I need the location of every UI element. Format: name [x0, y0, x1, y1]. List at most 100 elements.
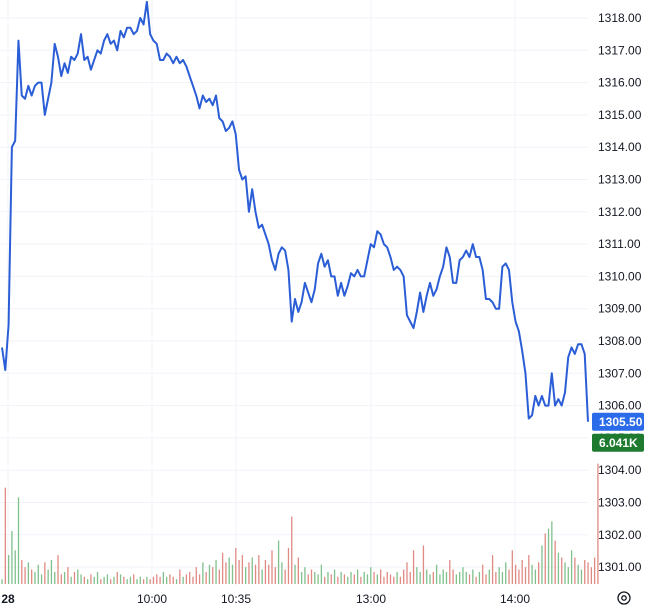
volume-bar	[258, 555, 260, 584]
volume-bar	[514, 564, 517, 584]
volume-bar	[152, 576, 155, 584]
volume-bar	[353, 574, 355, 584]
volume-bar	[366, 574, 369, 584]
volume-bar	[491, 555, 494, 584]
volume-bar	[4, 487, 6, 584]
volume-bar	[314, 571, 316, 584]
volume-bar	[1, 579, 3, 584]
x-tick-label: 13:00	[356, 592, 386, 606]
volume-bar	[518, 569, 520, 584]
volume-bar	[432, 571, 434, 584]
volume-bar	[60, 574, 62, 584]
volume-bar	[396, 571, 398, 584]
volume-bar	[123, 576, 125, 584]
settings-gear-icon[interactable]	[617, 591, 631, 605]
volume-bar	[472, 569, 474, 584]
volume-bar	[445, 571, 448, 584]
volume-bar	[435, 564, 438, 584]
volume-bar	[297, 557, 299, 584]
volume-bar	[241, 555, 244, 584]
volume-bar	[429, 574, 431, 584]
y-tick-label: 1311.00	[598, 237, 641, 251]
volume-bar	[218, 569, 220, 584]
x-axis[interactable]: 28 10:00 10:35 13:00 14:00	[1, 592, 530, 606]
y-axis[interactable]: 1318.00 1317.00 1316.00 1315.00 1314.00 1313.…	[598, 11, 642, 574]
volume-bar	[501, 571, 504, 584]
volume-bar	[406, 562, 408, 584]
y-tick-label: 1303.00	[598, 496, 642, 510]
volume-bar	[317, 574, 319, 584]
volume-bar	[254, 564, 257, 584]
volume-bar	[281, 562, 283, 584]
volume-bar	[330, 574, 332, 584]
last-price-label: 1305.50	[599, 415, 643, 429]
volume-bar	[422, 545, 425, 584]
volume-bar	[225, 562, 227, 584]
volume-bar	[538, 562, 540, 584]
volume-bar	[320, 564, 323, 584]
volume-bar	[185, 574, 188, 584]
volume-bar	[528, 555, 530, 584]
volume-bar	[561, 557, 563, 584]
y-tick-label: 1318.00	[598, 11, 642, 25]
volume-bar	[294, 564, 296, 584]
volume-bar	[300, 571, 303, 584]
volume-bar	[505, 562, 507, 584]
volume-bar	[442, 569, 444, 584]
x-tick-label: 14:00	[500, 592, 530, 606]
y-tick-label: 1312.00	[598, 205, 642, 219]
volume-bar	[324, 576, 326, 584]
volume-bar	[452, 569, 454, 584]
volume-bar	[192, 576, 194, 584]
x-tick-label: 10:00	[137, 592, 167, 606]
volume-bar	[409, 571, 411, 584]
volume-bar	[57, 555, 59, 584]
volume-bar	[340, 571, 342, 584]
volume-bar	[215, 559, 217, 584]
volume-bar	[264, 559, 267, 584]
volume-bar	[360, 576, 362, 584]
volume-bars	[1, 463, 599, 584]
volume-bar	[162, 571, 165, 584]
volume-bar	[485, 574, 487, 584]
y-tick-label: 1316.00	[598, 76, 642, 90]
volume-bar	[116, 571, 118, 584]
volume-bar	[189, 571, 191, 584]
volume-bar	[235, 547, 237, 584]
volume-bar	[587, 562, 589, 584]
volume-bar	[44, 562, 46, 584]
volume-bar	[498, 567, 500, 584]
volume-bar	[103, 576, 105, 584]
volume-bar	[593, 557, 596, 584]
volume-bar	[284, 569, 286, 584]
volume-bar	[574, 557, 576, 584]
volume-bar	[96, 571, 99, 584]
volume-bar	[580, 569, 583, 584]
volume-bar	[119, 574, 122, 584]
y-tick-label: 1304.00	[598, 463, 642, 477]
volume-bar	[567, 567, 569, 584]
volume-bar	[570, 550, 573, 584]
volume-bar	[67, 567, 69, 584]
volume-bar	[475, 576, 477, 584]
volume-bar	[544, 533, 546, 584]
volume-bar	[554, 540, 556, 584]
volume-bar	[495, 571, 497, 584]
volume-bar	[304, 567, 306, 584]
volume-bar	[347, 576, 349, 584]
volume-bar	[468, 574, 471, 584]
volume-bar	[462, 567, 464, 584]
volume-bar	[590, 567, 592, 584]
volume-bar	[386, 571, 388, 584]
last-volume-label: 6.041K	[599, 436, 638, 450]
volume-bar	[21, 559, 23, 584]
volume-bar	[310, 569, 313, 584]
volume-bar	[268, 564, 270, 584]
volume-bar	[389, 574, 392, 584]
volume-bar	[524, 567, 527, 584]
volume-bar	[7, 555, 10, 584]
y-tick-label: 1301.00	[598, 560, 642, 574]
volume-bar	[159, 576, 161, 584]
